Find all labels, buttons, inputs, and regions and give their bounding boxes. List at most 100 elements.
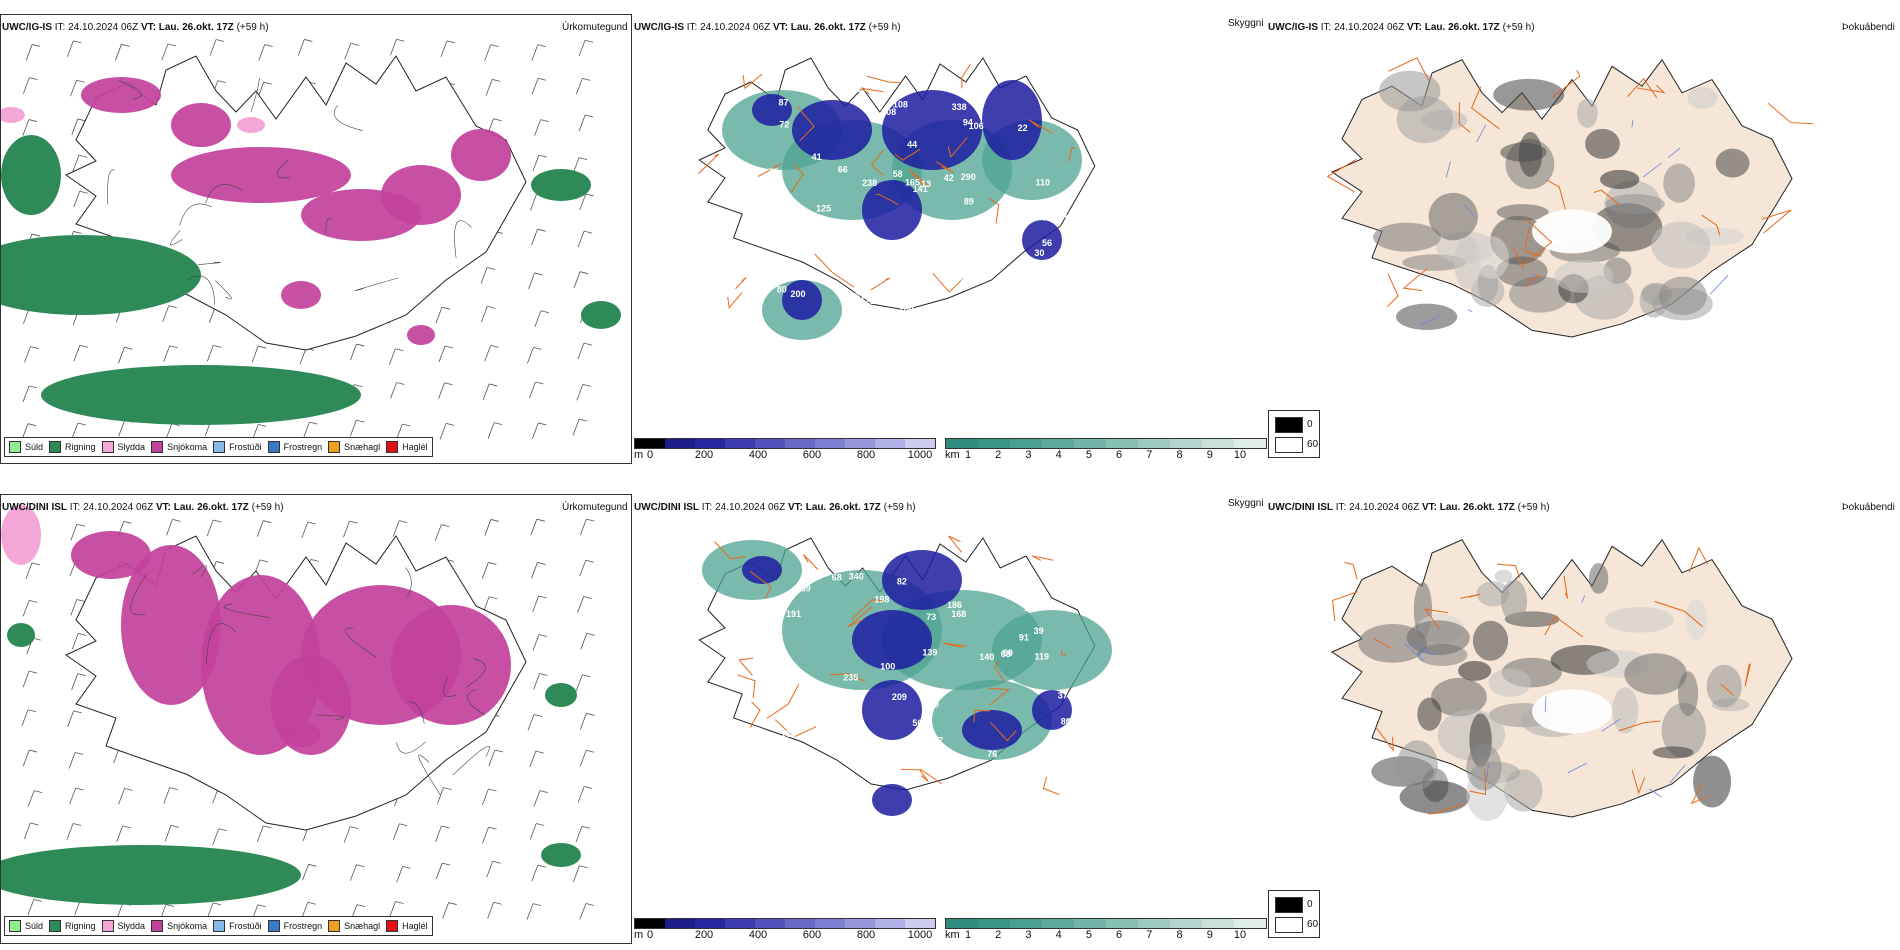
barb-staff <box>70 80 77 97</box>
barb-flag <box>583 342 593 346</box>
road <box>870 149 885 176</box>
low-ceiling-area <box>1022 220 1062 260</box>
ceiling-value-label: 365 <box>857 750 872 760</box>
barb-staff <box>438 345 446 363</box>
precip-legend-item: Haglél <box>386 920 428 932</box>
barb-flag <box>490 44 499 47</box>
precip-panel-bottom <box>0 494 632 944</box>
road <box>866 75 900 83</box>
scale-swatch <box>845 919 875 928</box>
barb-flag <box>169 787 178 791</box>
wind-barb <box>482 383 498 401</box>
wind-barb <box>440 40 456 57</box>
barb-flag <box>487 305 496 309</box>
ceiling-value-label: 340 <box>849 572 864 582</box>
ceiling-value-label: 54 <box>992 262 1002 272</box>
barb-staff <box>161 43 169 61</box>
scale-swatch <box>978 919 1010 928</box>
visibility-scale-unit-bottom: km <box>945 929 960 941</box>
barb-staff <box>435 862 443 880</box>
fog-shading <box>1494 569 1513 583</box>
snow-area <box>171 147 351 203</box>
barb-flag <box>492 78 501 82</box>
barb-staff <box>70 599 78 616</box>
road <box>1523 217 1553 266</box>
wind-barb <box>392 520 408 537</box>
snow-area <box>171 103 231 147</box>
precip-legend-label: Slydda <box>117 921 146 931</box>
barb-flag <box>213 344 222 348</box>
precip-legend-swatch <box>49 441 62 453</box>
barb-staff <box>533 790 541 807</box>
vt-value: Lau. 26.okt. 17Z <box>790 22 866 33</box>
road <box>919 769 929 783</box>
wind-barb <box>344 43 359 60</box>
scale-swatch <box>635 439 665 448</box>
road <box>735 276 747 289</box>
fog-shading <box>1493 78 1565 111</box>
it-label: IT: <box>686 22 698 33</box>
ceiling-value-label: 80 <box>971 571 981 581</box>
fog-shading <box>1604 607 1675 633</box>
precip-legend-item: Frostregn <box>267 441 322 453</box>
fog-shading <box>1624 653 1687 695</box>
scale-tick-label: 5 <box>1085 929 1092 941</box>
barb-staff <box>71 422 79 440</box>
ceiling-value-label: 22 <box>1018 123 1028 133</box>
wind-barb <box>390 382 405 399</box>
ceiling-value-label: 67 <box>812 776 822 786</box>
barb-flag <box>258 424 267 427</box>
barb-flag <box>537 228 546 232</box>
wind-barb <box>485 78 501 96</box>
ceiling-value-label: 89 <box>827 252 837 262</box>
road <box>1374 726 1394 752</box>
barb-flag <box>76 599 85 602</box>
river <box>1667 147 1681 159</box>
barb-staff <box>116 825 124 843</box>
scale-tick-label: 800 <box>856 929 876 941</box>
ceiling-value-label: 207 <box>928 736 943 746</box>
barb-flag <box>441 524 450 528</box>
barb-staff <box>66 823 74 840</box>
barb-staff <box>390 382 397 399</box>
scale-swatch <box>1042 919 1074 928</box>
ceiling-value-label: 186 <box>947 600 962 610</box>
wind-barb <box>301 521 316 539</box>
precip-legend-label: Snjókoma <box>167 442 208 452</box>
barb-flag <box>539 673 548 676</box>
low-ceiling-area <box>862 680 922 740</box>
scale-tick-label: 600 <box>802 929 822 941</box>
ceiling-value-label: 235 <box>843 672 858 682</box>
barb-flag <box>493 118 502 122</box>
wind-barb <box>115 43 130 61</box>
road <box>1701 214 1721 236</box>
precip-legend-label: Rigning <box>65 921 96 931</box>
precip-legend-item: Slydda <box>101 441 145 453</box>
barb-flag <box>579 271 589 275</box>
ceiling-value-label: 41 <box>988 760 998 770</box>
model-name: UWC/DINI ISL <box>634 502 699 513</box>
barb-flag <box>490 345 499 348</box>
map-line <box>185 275 216 305</box>
river <box>1581 595 1586 603</box>
ceiling-value-label: 125 <box>816 203 831 213</box>
barb-flag <box>492 860 501 864</box>
barb-flag <box>356 904 366 907</box>
ceiling-value-label: 87 <box>1004 292 1014 302</box>
barb-flag <box>532 903 542 906</box>
road <box>1032 555 1054 561</box>
barb-staff <box>484 519 492 536</box>
barb-staff <box>23 77 30 94</box>
road <box>1386 273 1399 308</box>
fog-map-top <box>1326 57 1814 338</box>
barb-flag <box>402 865 411 869</box>
road <box>698 153 720 174</box>
barb-flag <box>582 674 591 678</box>
scale-tick-label: 200 <box>694 929 714 941</box>
road <box>829 673 866 682</box>
barb-flag <box>584 39 594 43</box>
river <box>1486 763 1489 780</box>
precip-legend-item: Snæhagl <box>328 441 380 453</box>
barb-flag <box>493 901 502 905</box>
